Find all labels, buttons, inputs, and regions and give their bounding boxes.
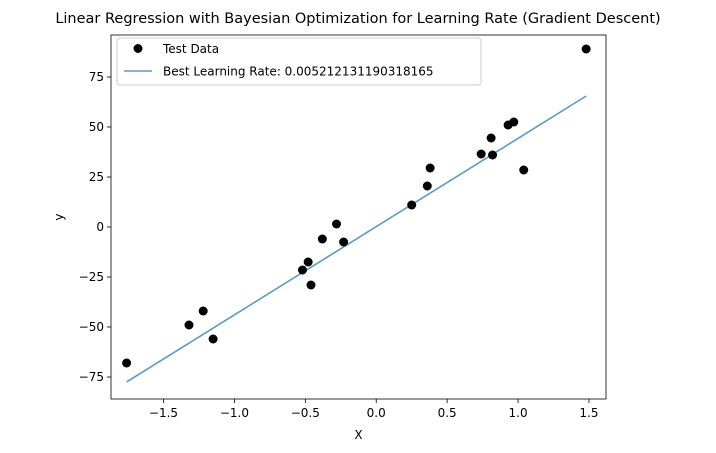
- data-point: [208, 334, 218, 344]
- data-point: [332, 219, 342, 229]
- x-tick-label: 1.0: [509, 406, 528, 420]
- data-point: [488, 150, 498, 160]
- y-tick-label: 75: [89, 70, 104, 84]
- x-tick-label: −1.0: [220, 406, 249, 420]
- legend-marker-test-data: [133, 44, 143, 53]
- x-tick-label: 0.0: [367, 406, 386, 420]
- legend-label-test-data: Test Data: [162, 42, 219, 56]
- data-point: [306, 280, 316, 290]
- data-point: [425, 163, 435, 173]
- data-point: [198, 306, 208, 316]
- y-tick-label: −25: [79, 270, 104, 284]
- data-point: [407, 200, 417, 210]
- x-tick-label: −1.5: [149, 406, 178, 420]
- legend-label-fit-line: Best Learning Rate: 0.005212131190318165: [163, 65, 434, 79]
- tick-layer: −1.5 −1.0 −0.5 0.0 0.5 1.0 1.5 −75 −50 −25 0 25 50 75: [79, 70, 599, 420]
- legend-box: [116, 37, 482, 86]
- data-point: [509, 117, 519, 127]
- data-point: [476, 149, 486, 159]
- chart-title: Linear Regression with Bayesian Optimiza…: [55, 11, 660, 27]
- y-tick-label: −75: [79, 370, 104, 384]
- legend: Test Data Best Learning Rate: 0.00521213…: [116, 37, 482, 86]
- data-point: [317, 234, 327, 244]
- data-point: [422, 181, 432, 191]
- regression-line: [126, 95, 587, 383]
- data-point: [297, 265, 307, 275]
- data-point: [339, 237, 349, 247]
- y-axis-label: y: [52, 213, 66, 220]
- x-axis-label: X: [354, 428, 362, 442]
- data-point: [184, 320, 194, 330]
- data-point: [303, 257, 313, 267]
- y-tick-label: 50: [89, 120, 104, 134]
- plot-area: [122, 44, 591, 383]
- data-point: [122, 358, 132, 368]
- y-tick-label: 0: [96, 220, 104, 234]
- x-tick-label: 0.5: [438, 406, 457, 420]
- axes-frame: [110, 34, 607, 400]
- y-tick-label: 25: [89, 170, 104, 184]
- x-tick-label: 1.5: [579, 406, 598, 420]
- x-tick-label: −0.5: [291, 406, 320, 420]
- data-point: [519, 165, 529, 175]
- y-tick-label: −50: [79, 320, 104, 334]
- data-point: [581, 44, 591, 54]
- data-point: [486, 133, 496, 143]
